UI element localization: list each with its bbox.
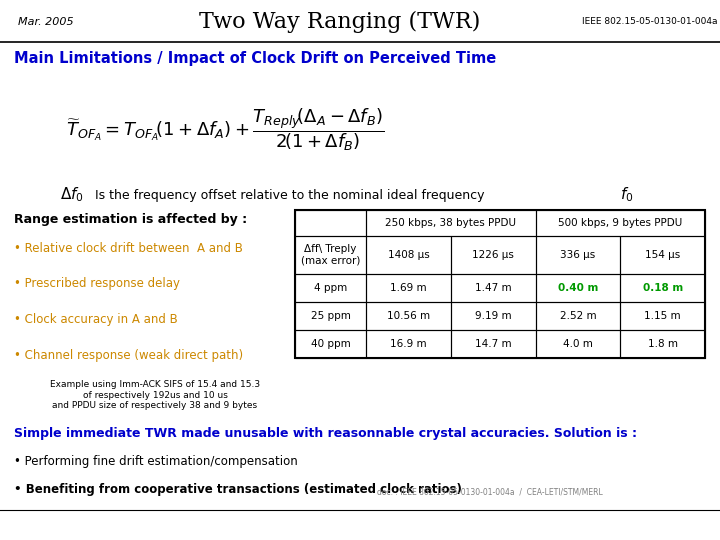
Text: • Clock accuracy in A and B: • Clock accuracy in A and B bbox=[14, 314, 178, 327]
Text: 250 kbps, 38 bytes PPDU: 250 kbps, 38 bytes PPDU bbox=[385, 218, 516, 228]
Bar bbox=[620, 302, 705, 330]
Text: Simple immediate TWR made unusable with reasonnable crystal accuracies. Solution: Simple immediate TWR made unusable with … bbox=[14, 428, 637, 441]
Text: Example using Imm-ACK SIFS of 15.4 and 15.3
of respectively 192us and 10 us
and : Example using Imm-ACK SIFS of 15.4 and 1… bbox=[50, 380, 260, 410]
Bar bbox=[536, 274, 620, 302]
Bar bbox=[451, 302, 536, 330]
Text: IEEE 802.15-05-0130-01-004a: IEEE 802.15-05-0130-01-004a bbox=[582, 17, 718, 26]
Text: doc. : IEEE 802.15-05-0130-01-004a  /  CEA-LETI/STM/MERL: doc. : IEEE 802.15-05-0130-01-004a / CEA… bbox=[377, 488, 603, 496]
Bar bbox=[620, 274, 705, 302]
Bar bbox=[451, 330, 536, 358]
Text: 25 ppm: 25 ppm bbox=[310, 311, 351, 321]
Bar bbox=[620, 330, 705, 358]
Text: 9.19 m: 9.19 m bbox=[474, 311, 511, 321]
Text: 0.18 m: 0.18 m bbox=[642, 283, 683, 293]
Bar bbox=[536, 302, 620, 330]
Bar bbox=[366, 274, 451, 302]
Bar bbox=[620, 236, 705, 274]
Text: 4 ppm: 4 ppm bbox=[314, 283, 347, 293]
Text: 1.15 m: 1.15 m bbox=[644, 311, 681, 321]
Text: Δff\ Treply
(max error): Δff\ Treply (max error) bbox=[301, 244, 360, 266]
Text: 0.40 m: 0.40 m bbox=[558, 283, 598, 293]
Text: 500 kbps, 9 bytes PPDU: 500 kbps, 9 bytes PPDU bbox=[558, 218, 683, 228]
Text: $\widetilde{T}_{OF_A} = T_{OF_A}\!\left(1 + \Delta f_A\right)+ \dfrac{T_{Reply}\: $\widetilde{T}_{OF_A} = T_{OF_A}\!\left(… bbox=[66, 107, 384, 153]
Text: 16.9 m: 16.9 m bbox=[390, 339, 427, 349]
Text: • Channel response (weak direct path): • Channel response (weak direct path) bbox=[14, 349, 243, 362]
Text: 336 μs: 336 μs bbox=[560, 250, 595, 260]
Text: • Performing fine drift estimation/compensation: • Performing fine drift estimation/compe… bbox=[14, 456, 298, 469]
Bar bbox=[536, 330, 620, 358]
Text: $\Delta f_0$: $\Delta f_0$ bbox=[60, 186, 84, 204]
Bar bbox=[295, 330, 366, 358]
Text: 1226 μs: 1226 μs bbox=[472, 250, 514, 260]
Bar bbox=[295, 236, 366, 274]
Text: • Relative clock drift between  A and B: • Relative clock drift between A and B bbox=[14, 241, 243, 254]
Bar bbox=[366, 302, 451, 330]
Bar bbox=[451, 274, 536, 302]
Bar bbox=[295, 274, 366, 302]
Text: Main Limitations / Impact of Clock Drift on Perceived Time: Main Limitations / Impact of Clock Drift… bbox=[14, 51, 496, 65]
Text: 154 μs: 154 μs bbox=[645, 250, 680, 260]
Bar bbox=[451, 236, 536, 274]
Bar bbox=[536, 210, 705, 236]
Text: 1408 μs: 1408 μs bbox=[387, 250, 429, 260]
Text: $f_0$: $f_0$ bbox=[620, 186, 634, 204]
Text: 40 ppm: 40 ppm bbox=[310, 339, 351, 349]
Text: • Prescribed response delay: • Prescribed response delay bbox=[14, 278, 180, 291]
Text: Range estimation is affected by :: Range estimation is affected by : bbox=[14, 213, 247, 226]
Text: Mar. 2005: Mar. 2005 bbox=[18, 17, 73, 27]
Bar bbox=[295, 210, 366, 236]
Text: • Benefiting from cooperative transactions (estimated clock ratios): • Benefiting from cooperative transactio… bbox=[14, 483, 462, 496]
Text: 14.7 m: 14.7 m bbox=[474, 339, 511, 349]
Bar bbox=[366, 330, 451, 358]
Bar bbox=[366, 210, 536, 236]
Text: 2.52 m: 2.52 m bbox=[559, 311, 596, 321]
Bar bbox=[295, 210, 705, 358]
Text: Two Way Ranging (TWR): Two Way Ranging (TWR) bbox=[199, 11, 481, 33]
Bar bbox=[295, 302, 366, 330]
Text: 1.47 m: 1.47 m bbox=[474, 283, 511, 293]
Text: 10.56 m: 10.56 m bbox=[387, 311, 430, 321]
Text: Is the frequency offset relative to the nominal ideal frequency: Is the frequency offset relative to the … bbox=[95, 188, 485, 201]
Text: 1.69 m: 1.69 m bbox=[390, 283, 427, 293]
Bar bbox=[536, 236, 620, 274]
Text: 4.0 m: 4.0 m bbox=[563, 339, 593, 349]
Text: 1.8 m: 1.8 m bbox=[647, 339, 678, 349]
Bar bbox=[366, 236, 451, 274]
